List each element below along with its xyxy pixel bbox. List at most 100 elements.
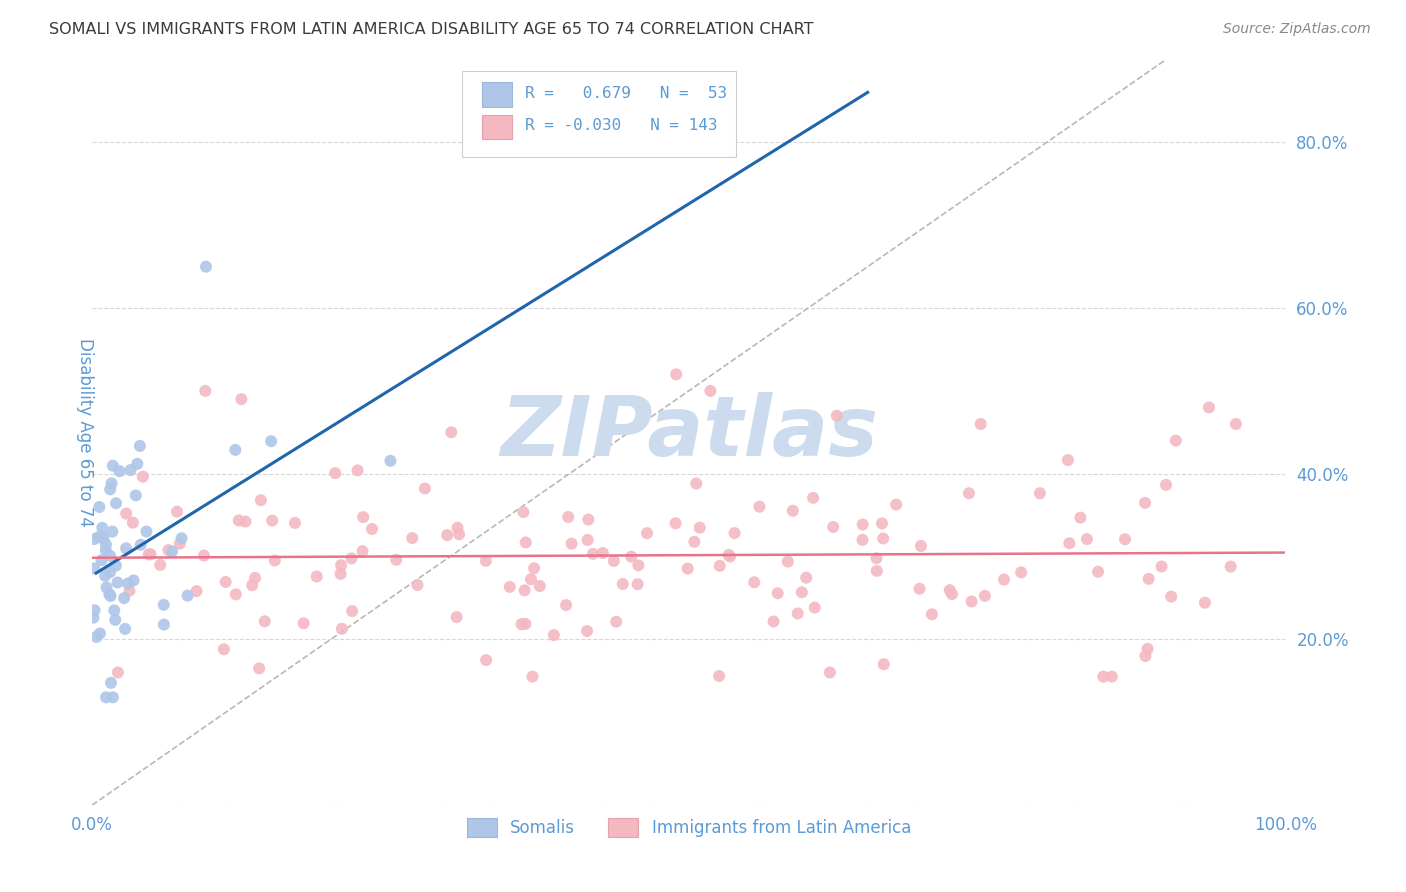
Point	[865, 551, 887, 566]
Text: ZIPatlas: ZIPatlas	[499, 392, 877, 473]
Point	[194, 384, 217, 398]
Point	[1101, 670, 1123, 684]
Point	[1194, 596, 1216, 610]
Point	[149, 558, 172, 572]
Point	[707, 669, 730, 683]
Point	[93, 531, 115, 545]
Point	[1198, 401, 1220, 415]
Point	[1219, 559, 1241, 574]
Point	[513, 583, 536, 598]
Point	[1133, 496, 1156, 510]
Point	[529, 579, 551, 593]
Point	[263, 553, 285, 567]
Point	[970, 417, 993, 431]
Point	[253, 615, 276, 629]
Point	[166, 505, 188, 519]
Point	[127, 457, 149, 471]
Point	[340, 604, 363, 618]
Point	[555, 598, 578, 612]
Point	[1136, 641, 1159, 656]
Point	[440, 425, 463, 440]
Point	[515, 535, 537, 549]
Point	[605, 615, 627, 629]
Point	[138, 548, 160, 562]
Point	[543, 628, 565, 642]
Point	[186, 584, 208, 599]
Point	[176, 589, 198, 603]
Point	[100, 589, 122, 603]
Point	[228, 513, 250, 527]
Point	[212, 642, 235, 657]
Point	[82, 610, 104, 624]
Point	[938, 583, 960, 598]
Point	[90, 531, 112, 545]
Point	[340, 551, 363, 566]
Point	[406, 578, 429, 592]
Point	[330, 622, 353, 636]
Point	[413, 482, 436, 496]
Point	[823, 520, 845, 534]
Point	[561, 536, 583, 550]
Point	[510, 617, 533, 632]
Point	[873, 657, 896, 672]
Point	[612, 577, 634, 591]
Point	[83, 532, 105, 546]
Point	[1135, 648, 1157, 663]
Point	[627, 558, 650, 573]
Point	[825, 409, 848, 423]
Point	[284, 516, 307, 530]
Point	[576, 533, 599, 547]
Point	[723, 526, 745, 541]
Point	[766, 586, 789, 600]
Point	[292, 616, 315, 631]
Point	[762, 615, 785, 629]
Point	[107, 575, 129, 590]
Point	[592, 546, 614, 560]
Point	[214, 574, 236, 589]
Point	[436, 528, 458, 542]
Point	[262, 514, 284, 528]
Point	[974, 589, 997, 603]
Point	[852, 517, 875, 532]
Text: Source: ZipAtlas.com: Source: ZipAtlas.com	[1223, 22, 1371, 37]
Point	[683, 534, 706, 549]
Point	[98, 483, 121, 497]
Point	[1087, 565, 1109, 579]
Point	[475, 554, 498, 568]
Point	[153, 617, 176, 632]
Point	[993, 573, 1015, 587]
Point	[782, 504, 804, 518]
Point	[776, 555, 799, 569]
Point	[91, 521, 114, 535]
Bar	[482, 82, 512, 106]
Point	[699, 384, 721, 398]
Point	[603, 554, 626, 568]
Point	[231, 392, 253, 407]
Point	[247, 661, 270, 675]
Point	[121, 516, 143, 530]
Point	[105, 496, 128, 510]
Point	[157, 543, 180, 558]
Point	[870, 516, 893, 531]
Point	[329, 566, 352, 581]
Point	[1225, 417, 1247, 431]
Point	[636, 526, 658, 541]
Point	[107, 665, 129, 680]
Point	[582, 547, 605, 561]
Point	[94, 690, 117, 705]
Point	[170, 531, 193, 545]
Point	[101, 458, 124, 473]
Point	[112, 591, 135, 606]
Bar	[482, 115, 512, 139]
Point	[115, 541, 138, 556]
Point	[401, 531, 423, 545]
Point	[132, 469, 155, 483]
Point	[685, 476, 707, 491]
Point	[243, 571, 266, 585]
Point	[803, 600, 825, 615]
Text: R = -0.030   N = 143: R = -0.030 N = 143	[526, 119, 717, 134]
Point	[114, 622, 136, 636]
Point	[89, 626, 111, 640]
Point	[1057, 453, 1080, 467]
Point	[225, 587, 247, 601]
